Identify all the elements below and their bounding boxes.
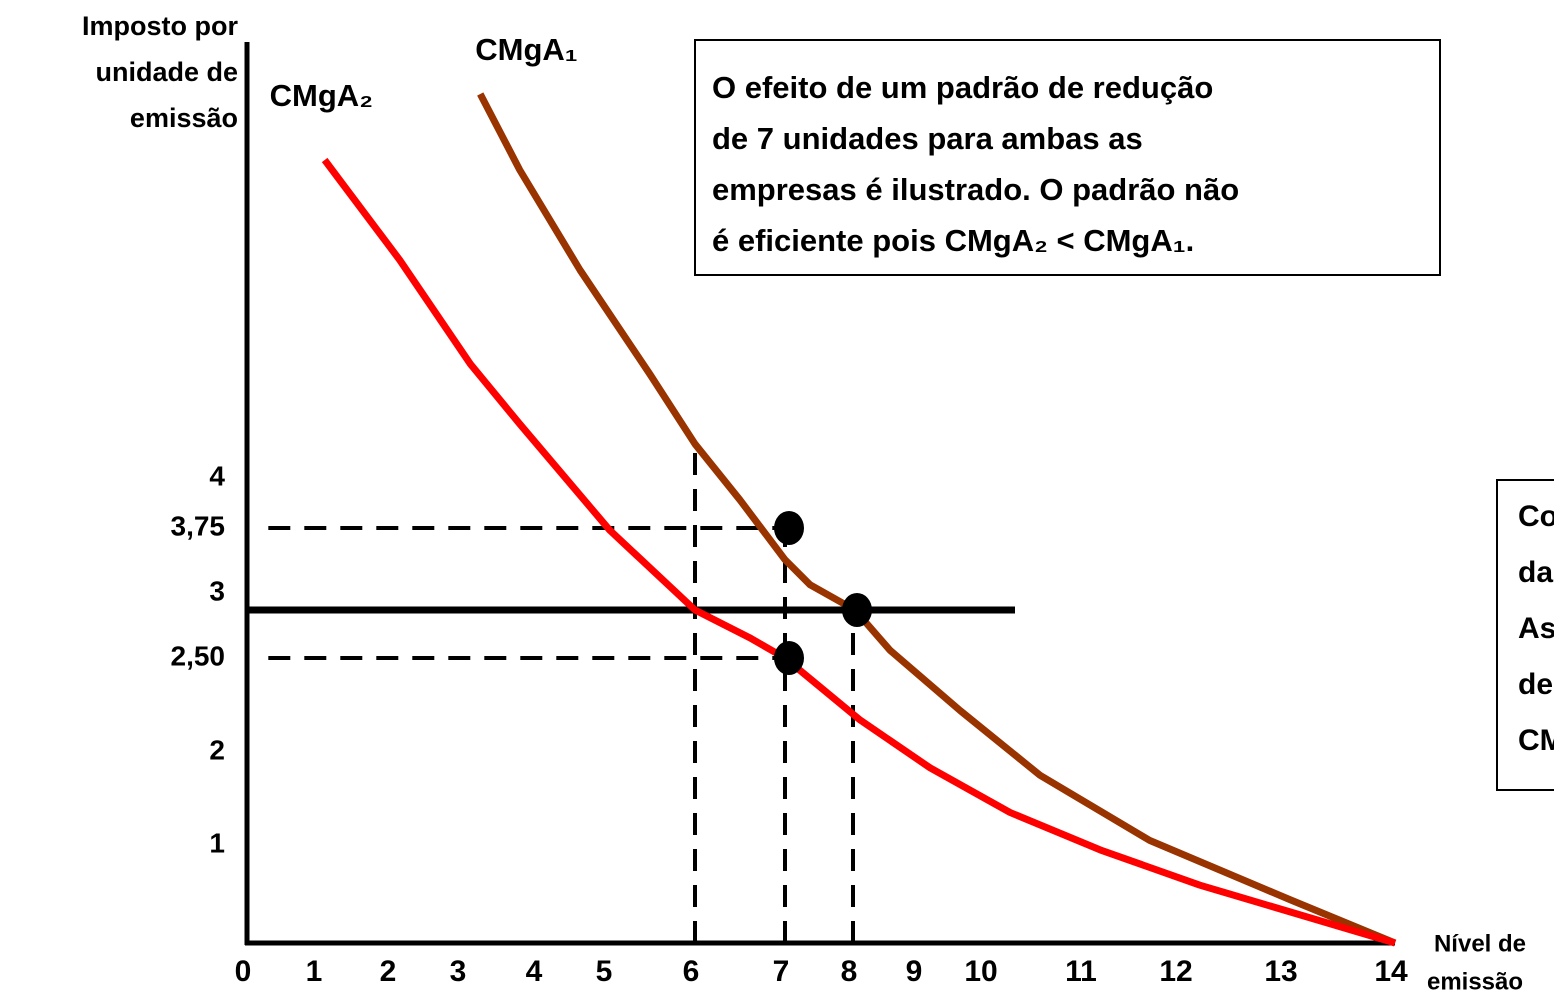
x-tick-label: 5 <box>596 955 613 988</box>
x-tick-label: 13 <box>1264 955 1297 988</box>
x-tick-label: 2 <box>380 955 397 988</box>
y-tick-label: 3,75 <box>171 510 226 541</box>
x-tick-label: 11 <box>1065 955 1097 988</box>
x-tick-label: 8 <box>841 955 858 988</box>
y-tick-label: 3 <box>209 575 225 606</box>
point <box>842 593 872 627</box>
x-tick-label: 14 <box>1374 955 1408 988</box>
cost-curve <box>321 157 1396 947</box>
point <box>774 641 804 675</box>
x-tick-label: 12 <box>1159 955 1192 988</box>
annotation-line: O efeito de um padrão de redução <box>712 70 1213 105</box>
x-tick-label: 6 <box>683 955 700 988</box>
annotation-line: de 7 unidades para ambas as <box>712 121 1143 156</box>
x-tick-label: 3 <box>450 955 467 988</box>
y-tick-label: 1 <box>209 827 225 858</box>
x-axis-label: Nível de <box>1434 930 1526 957</box>
side-note-line: Co <box>1518 500 1554 533</box>
x-tick-label: 1 <box>306 955 323 988</box>
x-tick-label: 10 <box>964 955 997 988</box>
y-tick-label: 4 <box>209 460 225 491</box>
side-note-line: As <box>1518 612 1554 645</box>
cost-curve <box>477 92 1397 947</box>
side-note-line: de <box>1518 668 1553 701</box>
side-note-box <box>1496 479 1554 791</box>
x-tick-label: 0 <box>235 955 252 988</box>
x-tick-label: 4 <box>526 955 543 988</box>
x-tick-label: 7 <box>773 955 790 988</box>
point <box>774 511 804 545</box>
curve-label: CMgA₁ <box>475 32 577 67</box>
y-tick-label: 2,50 <box>171 640 226 671</box>
y-axis-label: emissão <box>130 103 238 133</box>
y-axis-label: Imposto por <box>82 11 238 41</box>
annotation-line: é eficiente pois CMgA₂ < CMgA₁. <box>712 223 1194 258</box>
annotation-box <box>694 39 1441 276</box>
x-tick-label: 9 <box>906 955 923 988</box>
y-axis-label: unidade de <box>95 57 238 87</box>
side-note-line: CM <box>1518 724 1554 757</box>
y-tick-label: 2 <box>209 734 225 765</box>
annotation-line: empresas é ilustrado. O padrão não <box>712 172 1239 207</box>
curve-label: CMgA₂ <box>270 78 373 113</box>
x-axis-label: emissão <box>1427 968 1523 995</box>
side-note-line: da <box>1518 556 1553 589</box>
